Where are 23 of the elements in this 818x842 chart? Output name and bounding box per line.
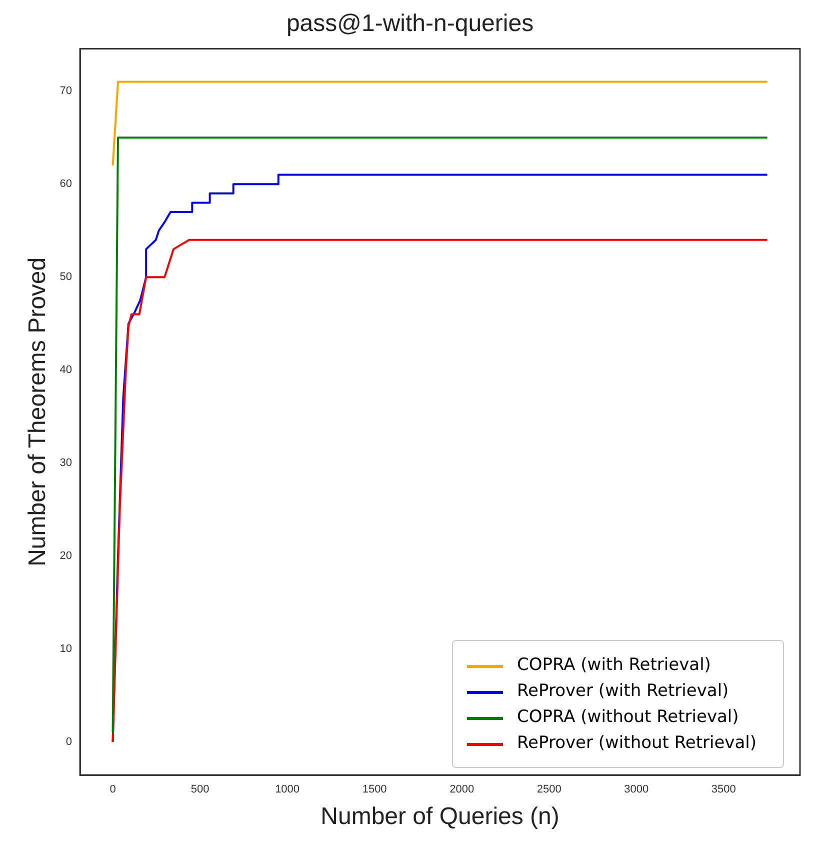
legend-label: COPRA (with Retrieval): [517, 655, 711, 675]
y-tick-label: 20: [60, 550, 72, 562]
y-tick-label: 10: [60, 643, 72, 656]
x-tick-label: 3500: [711, 784, 736, 796]
chart-title: pass@1-with-n-queries: [286, 10, 534, 38]
y-axis-title: Number of Theorems Proved: [24, 257, 52, 566]
legend-label: ReProver (with Retrieval): [517, 681, 729, 701]
legend-label: ReProver (without Retrieval): [517, 733, 757, 753]
legend-label: COPRA (without Retrieval): [517, 707, 739, 727]
x-tick-label: 500: [190, 784, 210, 796]
y-tick-label: 50: [60, 271, 72, 284]
x-tick-label: 2000: [450, 784, 474, 796]
x-tick-label: 0: [110, 784, 116, 796]
y-tick-label: 40: [60, 364, 72, 376]
y-tick-label: 0: [66, 736, 72, 748]
x-tick-label: 3000: [624, 784, 649, 796]
y-tick-label: 70: [60, 85, 72, 98]
x-tick-label: 2500: [536, 784, 562, 796]
y-tick-label: 30: [60, 457, 72, 470]
x-axis-title: Number of Queries (n): [320, 803, 560, 830]
y-tick-label: 60: [60, 178, 72, 190]
x-tick-label: 1000: [275, 784, 300, 796]
x-tick-label: 1500: [362, 784, 387, 796]
